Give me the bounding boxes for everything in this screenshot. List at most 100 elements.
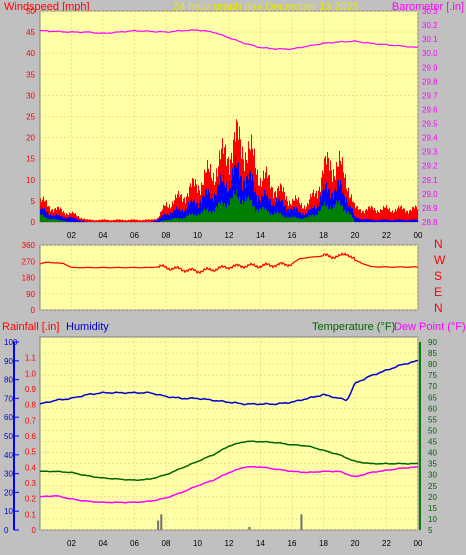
windspeed-tick-label: 40: [26, 49, 35, 58]
temp-x-tick-label: 20: [351, 539, 360, 548]
direction-tick-labels: 0 90 180 270 360: [22, 241, 36, 315]
temperature-tick-label: 25: [428, 482, 437, 491]
barometer-series: [39, 29, 419, 51]
direction-tick-label: 0: [31, 306, 36, 315]
temp-x-tick-label: 08: [162, 539, 171, 548]
temp-x-tick-label: 06: [130, 539, 139, 548]
temp-x-tick-label: 12: [225, 539, 234, 548]
rainfall-tick-label: 0.7: [25, 416, 37, 425]
rainfall-bar: [300, 514, 303, 530]
direction-tick-label: 180: [22, 274, 36, 283]
direction-tick-label: 90: [26, 290, 35, 299]
barometer-line: [39, 29, 419, 51]
barometer-tick-label: 29.8: [422, 77, 438, 86]
wind-x-tick-label: 10: [193, 231, 202, 240]
temperature-tick-label: 80: [428, 360, 437, 369]
temperature-tick-label: 45: [428, 438, 437, 447]
barometer-axis-title: Barometer [.in]: [392, 1, 464, 13]
rainfall-bar: [248, 526, 251, 530]
humidity-tick-label: 0: [4, 526, 9, 535]
temperature-tick-label: 85: [428, 349, 437, 358]
barometer-tick-label: 29.0: [422, 190, 438, 199]
direction-tick-label: 270: [22, 257, 36, 266]
windspeed-axis-title: Windspeed [mph]: [4, 1, 90, 13]
temp-x-tick-label: 14: [256, 539, 265, 548]
compass-label: E: [434, 285, 442, 299]
humidity-tick-label: 40: [4, 451, 13, 460]
temperature-tick-label: 60: [428, 404, 437, 413]
rainfall-bar: [157, 520, 160, 530]
wind-x-tick-label: 20: [351, 231, 360, 240]
temperature-tick-label: 15: [428, 504, 437, 513]
humidity-tick-label: 60: [4, 413, 13, 422]
humidity-tick-label: 30: [4, 470, 13, 479]
humidity-tick-label: 90: [4, 357, 13, 366]
windspeed-tick-label: 30: [26, 91, 35, 100]
barometer-tick-label: 29.3: [422, 148, 438, 157]
barometer-tick-label: 29.9: [422, 63, 438, 72]
windspeed-tick-label: 10: [26, 176, 35, 185]
wind-x-tick-label: 14: [256, 231, 265, 240]
rainfall-tick-label: 0.3: [25, 479, 37, 488]
rainfall-tick-label: 0.5: [25, 448, 37, 457]
wind-x-tick-labels: 02 04 06 08 10 12 14 16 18 20 22 00: [67, 231, 423, 240]
temp-x-tick-label: 18: [319, 539, 328, 548]
wind-direction-line: [39, 252, 419, 275]
windspeed-tick-label: 20: [26, 134, 35, 143]
temperature-tick-label: 55: [428, 415, 437, 424]
windspeed-tick-label: 45: [26, 28, 35, 37]
rainfall-axis-title: Rainfall [.in]: [2, 321, 59, 333]
windspeed-tick-label: 0: [31, 218, 36, 227]
rainfall-tick-label: 0: [32, 526, 37, 535]
windspeed-tick-label: 50: [26, 7, 35, 16]
rainfall-tick-label: 1.1: [25, 354, 37, 363]
humidity-axis-title: Humidity: [66, 321, 109, 333]
wind-x-tick-label: 04: [99, 231, 108, 240]
temperature-tick-label: 10: [428, 515, 437, 524]
wind-x-tick-label: 06: [130, 231, 139, 240]
wind-x-tick-label: 00: [414, 231, 423, 240]
barometer-tick-label: 29.4: [422, 134, 438, 143]
barometer-tick-label: 29.1: [422, 176, 438, 185]
barometer-tick-label: 30.1: [422, 35, 438, 44]
temperature-tick-label: 65: [428, 393, 437, 402]
temperature-axis: 5 10 15 20 25 30 35 40 45 50 55 60 65 70 75 80 85 90: [419, 338, 437, 535]
dewpoint-axis-title: Dew Point (°F): [394, 321, 466, 333]
temperature-tick-label: 70: [428, 382, 437, 391]
humidity-tick-label: 70: [4, 394, 13, 403]
wind-direction-series: [39, 252, 419, 275]
humidity-tick-label: 80: [4, 376, 13, 385]
rainfall-tick-label: 1.0: [25, 369, 37, 378]
wind-x-tick-label: 12: [225, 231, 234, 240]
rainfall-tick-label: 0.6: [25, 432, 37, 441]
humidity-tick-label: 20: [4, 488, 13, 497]
temp-x-tick-label: 04: [99, 539, 108, 548]
temperature-tick-label: 5: [428, 526, 433, 535]
temp-series-lines: [39, 359, 419, 504]
temperature-line: [40, 440, 419, 482]
temperature-axis-title: Temperature (°F): [312, 321, 395, 333]
temperature-tick-label: 90: [428, 338, 437, 347]
rainfall-axis: 0 0.1 0.2 0.3 0.4 0.5 0.6 0.7 0.8 0.9 1.0 1.1: [13, 342, 37, 535]
temperature-humidity-chart: 0 0.1 0.2 0.3 0.4 0.5 0.6 0.7 0.8 0.9 1.0 1.1 0 10 20…: [4, 336, 437, 548]
humidity-line: [39, 359, 419, 406]
wind-x-tick-label: 18: [319, 231, 328, 240]
temperature-tick-label: 40: [428, 449, 437, 458]
rainfall-tick-label: 0.8: [25, 401, 37, 410]
humidity-axis: 0 10 20 30 40 50 60 70 80 90 100: [4, 338, 19, 535]
temp-x-tick-label: 00: [414, 539, 423, 548]
temp-gridlines: [40, 337, 419, 531]
temp-x-tick-label: 10: [193, 539, 202, 548]
rainfall-tick-label: 0.2: [25, 495, 37, 504]
barometer-tick-label: 30.0: [422, 49, 438, 58]
windspeed-tick-label: 25: [26, 113, 35, 122]
humidity-tick-label: 50: [4, 432, 13, 441]
humidity-tick-label: 100: [4, 338, 18, 347]
wind-x-tick-label: 02: [67, 231, 76, 240]
rainfall-bars: [157, 514, 303, 530]
rainfall-tick-label: 0.1: [25, 510, 37, 519]
windspeed-tick-label: 35: [26, 70, 35, 79]
